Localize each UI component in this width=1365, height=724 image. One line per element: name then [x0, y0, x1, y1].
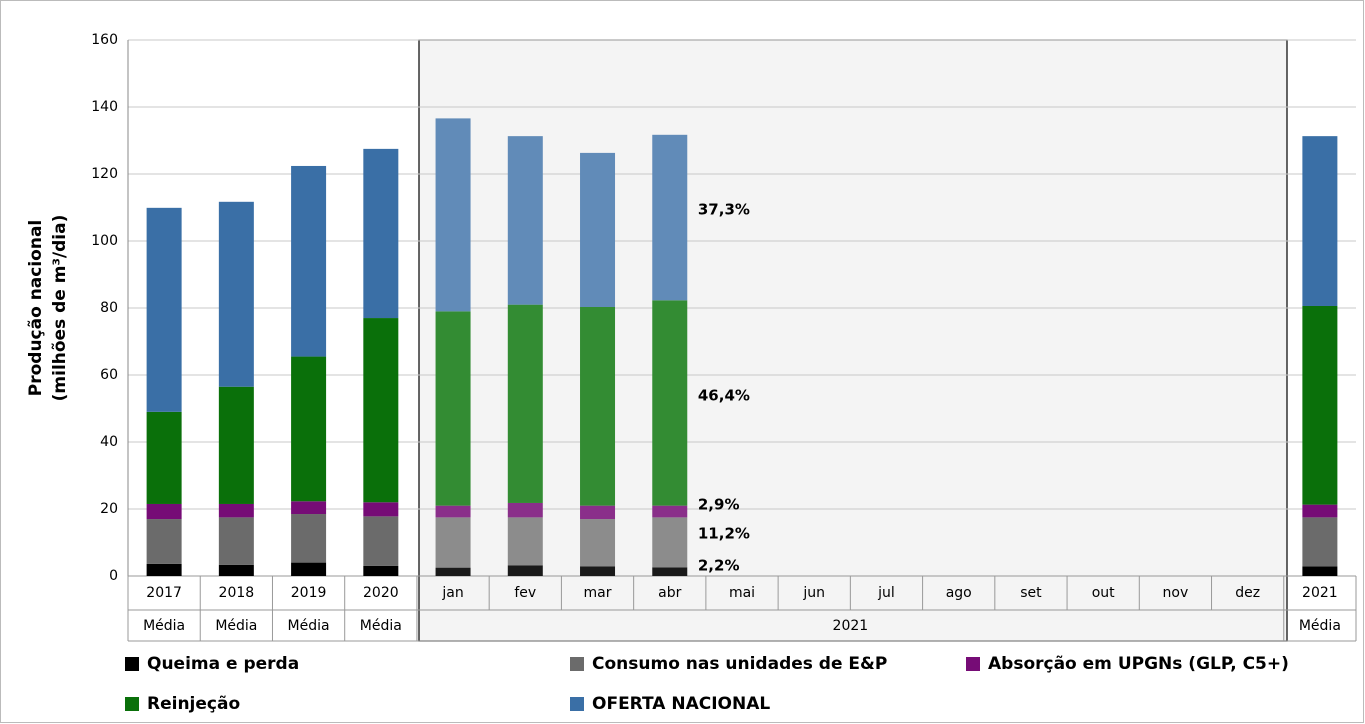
bar-segment	[146, 519, 182, 564]
bar-segment	[580, 519, 616, 567]
bar-segment	[507, 136, 543, 305]
bar-segment	[507, 565, 543, 576]
bar-segment	[652, 567, 688, 576]
bar-segment	[218, 503, 254, 518]
bar-segment	[146, 207, 182, 412]
highlight-box	[418, 39, 1288, 642]
bar-segment	[146, 503, 182, 520]
bar-segment	[146, 411, 182, 504]
bar-segment	[1302, 517, 1338, 567]
bar-segment	[1302, 305, 1338, 505]
bar-segment	[291, 514, 327, 563]
bar-segment	[652, 517, 688, 568]
group-label: Média	[360, 618, 402, 634]
group-label: Média	[215, 618, 257, 634]
x-tick-label: nov	[1163, 585, 1189, 601]
bar-segment	[218, 386, 254, 504]
bar-segment	[146, 563, 182, 576]
bar-segment	[363, 502, 399, 517]
bar-segment	[580, 505, 616, 520]
x-tick-label: ago	[946, 585, 972, 601]
bar-segment	[363, 318, 399, 503]
bar-segment	[652, 300, 688, 506]
bar-segment	[218, 564, 254, 576]
bar-segment	[291, 562, 327, 576]
x-tick-label: abr	[658, 585, 681, 601]
bar-segment	[291, 356, 327, 502]
x-tick-label: 2017	[146, 585, 182, 601]
x-tick-label: dez	[1235, 585, 1260, 601]
bar-segment	[363, 516, 399, 566]
legend-swatch	[125, 697, 139, 711]
bar-segment	[580, 152, 616, 307]
group-label: Média	[1299, 618, 1341, 634]
y-tick-label: 120	[91, 166, 118, 182]
x-tick-label: 2021	[1302, 585, 1338, 601]
x-tick-label: jan	[441, 585, 463, 601]
y-tick-label: 100	[91, 233, 118, 249]
legend-label: Reinjeção	[147, 694, 240, 714]
bar-segment	[435, 311, 471, 506]
y-axis-title: (milhões de m³/dia)	[50, 215, 70, 402]
annotation: 11,2%	[698, 525, 750, 543]
y-tick-label: 80	[100, 300, 118, 316]
y-tick-label: 160	[91, 32, 118, 48]
y-tick-label: 140	[91, 99, 118, 115]
bar-segment	[291, 501, 327, 515]
bar-segment	[1302, 504, 1338, 518]
annotation: 37,3%	[698, 201, 750, 219]
x-tick-label: mar	[584, 585, 612, 601]
y-tick-label: 20	[100, 501, 118, 517]
bar-segment	[363, 565, 399, 576]
bar-segment	[435, 505, 471, 518]
bar-segment	[435, 517, 471, 568]
annotation: 2,9%	[698, 496, 740, 514]
bar-segment	[580, 566, 616, 576]
legend-swatch	[570, 657, 584, 671]
bar-segment	[218, 201, 254, 387]
x-tick-label: mai	[729, 585, 755, 601]
bar-segment	[435, 567, 471, 576]
x-tick-label: 2018	[219, 585, 255, 601]
bar-segment	[291, 165, 327, 357]
legend-label: OFERTA NACIONAL	[592, 694, 770, 714]
x-tick-label: set	[1020, 585, 1042, 601]
x-tick-label: 2020	[363, 585, 399, 601]
x-tick-label: jul	[877, 585, 895, 601]
bar-segment	[1302, 136, 1338, 306]
legend-swatch	[125, 657, 139, 671]
legend-label: Absorção em UPGNs (GLP, C5+)	[988, 654, 1289, 674]
x-tick-label: jun	[802, 585, 825, 601]
x-tick-label: 2019	[291, 585, 327, 601]
bar-segment	[1302, 566, 1338, 576]
bar-segment	[435, 118, 471, 312]
bar-segment	[652, 505, 688, 518]
group-label: 2021	[833, 618, 869, 634]
legend-label: Queima e perda	[147, 654, 299, 674]
legend-swatch	[966, 657, 980, 671]
bar-segment	[580, 306, 616, 506]
annotation: 46,4%	[698, 387, 750, 405]
bar-segment	[507, 304, 543, 503]
x-tick-label: fev	[514, 585, 536, 601]
group-label: Média	[143, 618, 185, 634]
y-tick-label: 60	[100, 367, 118, 383]
bar-segment	[507, 517, 543, 566]
legend-swatch	[570, 697, 584, 711]
bar-segment	[652, 134, 688, 301]
annotation: 2,2%	[698, 557, 740, 575]
bar-segment	[507, 502, 543, 518]
y-tick-label: 40	[100, 434, 118, 450]
bar-segment	[363, 148, 399, 319]
group-label: Média	[288, 618, 330, 634]
x-tick-label: out	[1092, 585, 1115, 601]
y-axis-title: Produção nacional	[26, 220, 46, 397]
bar-segment	[218, 517, 254, 565]
legend-label: Consumo nas unidades de E&P	[592, 654, 887, 674]
y-tick-label: 0	[109, 568, 118, 584]
